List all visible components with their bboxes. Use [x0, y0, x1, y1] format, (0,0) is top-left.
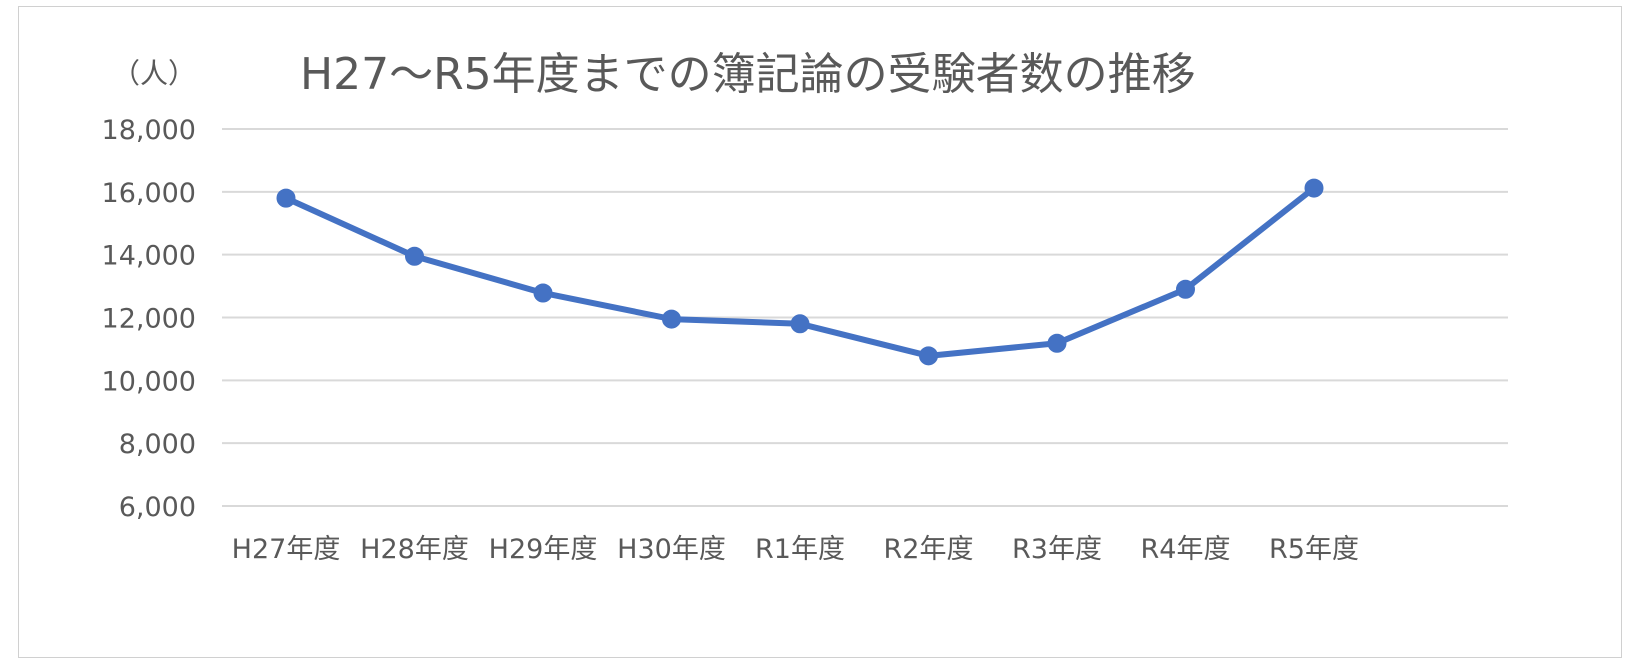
x-tick-label: H30年度: [617, 534, 726, 565]
data-point: [276, 188, 296, 208]
data-point: [1304, 178, 1324, 198]
y-tick-label: 10,000: [102, 366, 196, 397]
data-point: [533, 283, 553, 303]
data-point: [662, 309, 681, 329]
y-tick-label: 14,000: [102, 241, 196, 272]
y-tick-label: 12,000: [102, 304, 196, 335]
x-tick-label: R3年度: [1012, 534, 1102, 565]
x-tick-label: H29年度: [489, 534, 598, 565]
data-point: [919, 346, 938, 366]
x-tick-label: R5年度: [1269, 534, 1359, 565]
y-tick-label: 18,000: [102, 115, 196, 146]
y-tick-label: 16,000: [102, 178, 196, 209]
chart-title: H27～R5年度までの簿記論の受験者数の推移: [300, 49, 1196, 100]
data-point: [1047, 333, 1067, 353]
y-tick-label: 6,000: [119, 492, 196, 523]
data-point: [790, 314, 810, 334]
chart-frame: [18, 6, 1622, 658]
x-tick-label: H27年度: [232, 534, 341, 565]
data-point: [1176, 279, 1195, 299]
x-tick-label: R1年度: [755, 534, 845, 565]
y-axis-unit-label: （人）: [112, 57, 197, 90]
data-point: [405, 246, 424, 266]
x-tick-label: R2年度: [884, 534, 974, 565]
y-tick-label: 8,000: [119, 429, 196, 460]
x-tick-label: H28年度: [360, 534, 469, 565]
x-tick-label: R4年度: [1141, 534, 1231, 565]
